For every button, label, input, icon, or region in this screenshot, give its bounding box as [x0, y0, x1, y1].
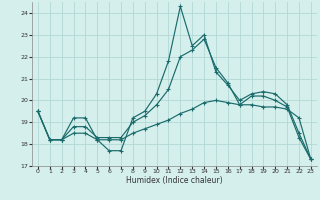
X-axis label: Humidex (Indice chaleur): Humidex (Indice chaleur) — [126, 176, 223, 185]
